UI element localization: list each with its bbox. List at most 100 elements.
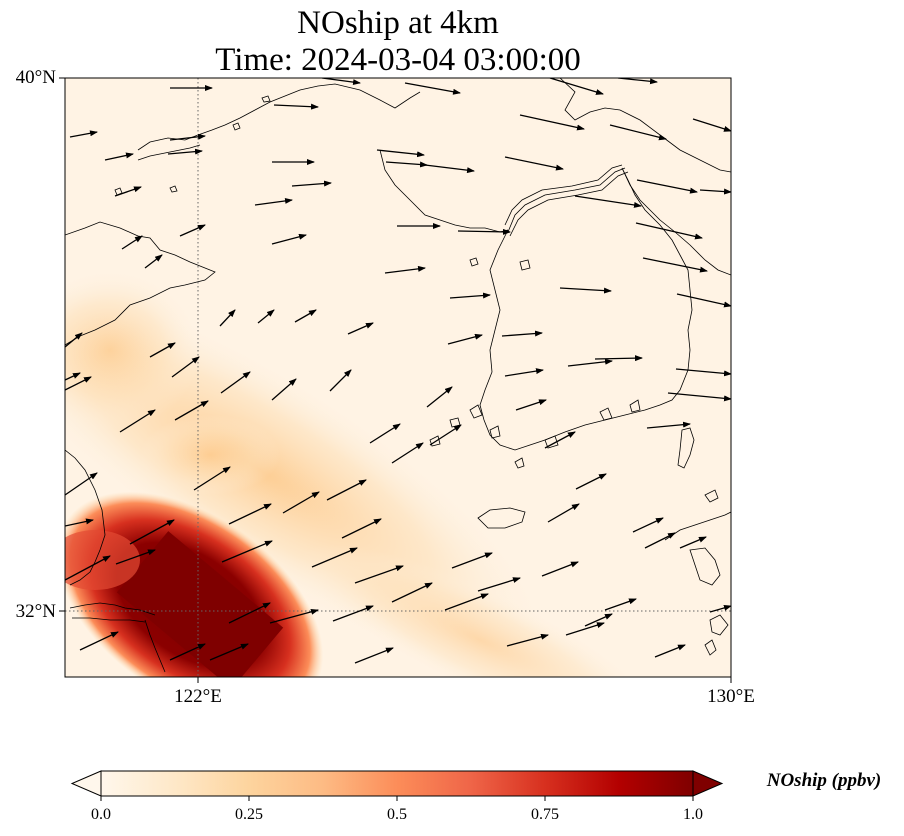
- wind-arrow: [220, 371, 251, 394]
- wind-arrow: [174, 400, 209, 421]
- wind-arrow: [617, 78, 658, 85]
- wind-arrow: [515, 399, 547, 411]
- colorbar-label: NOship (ppbv): [766, 770, 882, 791]
- wind-arrow: [291, 180, 332, 187]
- wind-arrow: [114, 186, 142, 197]
- wind-arrow: [269, 608, 319, 624]
- colorbar-tick-075: 0.75: [531, 806, 559, 823]
- wind-arrow: [547, 503, 580, 523]
- wind-arrow: [391, 582, 433, 603]
- wind-arrow: [282, 491, 320, 514]
- wind-arrow: [228, 503, 272, 525]
- wind-arrow: [675, 368, 731, 377]
- wind-arrow: [679, 536, 707, 549]
- wind-arrow: [567, 358, 613, 367]
- wind-arrow: [636, 179, 698, 194]
- wind-arrow: [692, 118, 731, 132]
- wind-arrow: [311, 547, 358, 568]
- colorbar: [70, 770, 724, 801]
- wind-arrow: [144, 254, 163, 269]
- wind-arrow: [321, 78, 361, 86]
- lat-label-40: 40°N: [15, 67, 56, 88]
- axis-ticks: [59, 77, 732, 683]
- wind-arrow: [541, 561, 579, 577]
- wind-arrow: [654, 644, 686, 658]
- lon-label-122: 122°E: [174, 686, 222, 707]
- wind-vectors: [65, 78, 731, 664]
- wind-arrow: [115, 549, 156, 565]
- wind-arrow: [429, 424, 462, 446]
- concentration-field: [65, 78, 731, 677]
- map-title: NOship at 4km: [297, 5, 499, 41]
- wind-arrow: [504, 156, 564, 171]
- colorbar-tick-1: 1.0: [683, 806, 703, 823]
- coastlines: [65, 78, 731, 673]
- wind-arrow: [119, 409, 156, 433]
- wind-arrow: [609, 124, 667, 141]
- gridlines: [65, 78, 731, 677]
- wind-arrow: [79, 631, 119, 651]
- wind-arrow: [559, 287, 612, 294]
- wind-arrow: [667, 392, 731, 402]
- wind-arrow: [104, 152, 134, 161]
- wind-arrow: [167, 148, 203, 155]
- wind-arrow: [699, 188, 731, 195]
- wind-arrow: [65, 376, 92, 391]
- wind-arrow: [65, 472, 98, 496]
- colorbar-tick-05: 0.5: [387, 806, 407, 823]
- wind-arrow: [549, 78, 604, 95]
- wind-arrow: [519, 114, 585, 131]
- wind-arrow: [326, 479, 367, 501]
- wind-arrow: [221, 540, 273, 563]
- wind-arrow: [632, 517, 664, 533]
- map-timestamp: Time: 2024-03-04 03:00:00: [215, 42, 581, 78]
- wind-arrow: [271, 378, 297, 401]
- wind-arrow: [391, 442, 424, 464]
- wind-arrow: [65, 518, 94, 527]
- wind-arrow: [544, 431, 576, 449]
- wind-arrow: [209, 643, 249, 661]
- wind-arrow: [228, 602, 271, 624]
- wind-arrow: [65, 555, 111, 581]
- wind-arrow: [644, 532, 676, 549]
- wind-arrow: [646, 421, 691, 429]
- wind-arrow: [501, 330, 543, 337]
- wind-arrow: [584, 613, 613, 627]
- wind-arrow: [676, 293, 731, 308]
- colorbar-tick-025: 0.25: [235, 806, 263, 823]
- wind-arrow: [347, 322, 374, 335]
- wind-arrow: [424, 164, 475, 174]
- wind-arrow: [121, 235, 143, 250]
- wind-arrow: [642, 257, 708, 273]
- wind-arrow: [294, 309, 317, 323]
- wind-arrow: [129, 519, 175, 545]
- wind-arrow: [193, 466, 231, 491]
- lon-label-130: 130°E: [707, 686, 755, 707]
- wind-arrow: [65, 372, 81, 381]
- wind-arrow: [149, 342, 176, 358]
- wind-arrow: [594, 355, 643, 362]
- lat-label-32: 32°N: [15, 601, 56, 622]
- wind-arrow: [477, 577, 521, 592]
- wind-arrow: [271, 233, 307, 245]
- wind-arrow: [169, 643, 206, 661]
- wind-arrow: [447, 333, 483, 345]
- wind-arrow: [457, 228, 511, 235]
- wind-arrow: [635, 222, 703, 240]
- wind-arrow: [426, 386, 453, 408]
- wind-arrow: [69, 130, 98, 138]
- wind-arrow: [604, 598, 637, 611]
- wind-arrow: [171, 356, 200, 378]
- wind-arrow: [341, 518, 382, 539]
- wind-arrow: [709, 605, 731, 613]
- wind-arrow: [384, 265, 426, 274]
- wind-arrow: [376, 149, 425, 158]
- colorbar-tick-0: 0.0: [91, 806, 111, 823]
- wind-arrow: [574, 195, 642, 208]
- wind-arrow: [332, 605, 374, 622]
- map-frame: [64, 77, 732, 678]
- wind-arrow: [444, 593, 489, 611]
- wind-arrow: [404, 82, 461, 95]
- wind-arrow: [219, 309, 236, 327]
- wind-arrow: [451, 552, 493, 569]
